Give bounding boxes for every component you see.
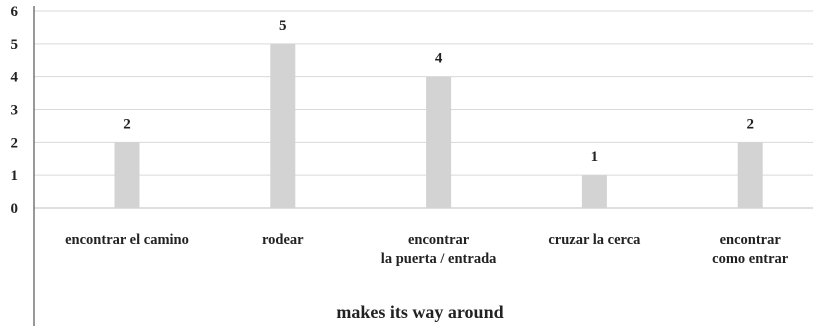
y-axis-ticks: 0 1 2 3 4 5 6	[11, 4, 19, 217]
bar	[737, 142, 763, 208]
category-label: encontrar la puerta / entrada	[381, 232, 497, 267]
y-tick-label: 2	[11, 135, 19, 151]
y-tick-label: 3	[11, 103, 19, 119]
bar	[581, 175, 607, 208]
y-tick-label: 5	[11, 37, 19, 53]
category-label: encontrar como entrar	[712, 232, 789, 267]
bar	[426, 76, 452, 209]
category-label-line: encontrar el camino	[65, 232, 189, 248]
y-tick-label: 6	[11, 4, 19, 20]
data-label: 2	[123, 116, 131, 132]
category-labels: encontrar el camino rodear encontrar la pue…	[65, 232, 789, 267]
category-label-line: encontrar	[408, 232, 470, 248]
data-label: 2	[746, 116, 754, 132]
bars	[114, 43, 763, 209]
bar	[270, 43, 296, 209]
data-label: 1	[591, 149, 599, 165]
bar	[114, 142, 140, 208]
y-tick-label: 0	[11, 201, 19, 217]
x-axis-title: makes its way around	[336, 302, 503, 322]
gridlines	[34, 10, 813, 209]
y-tick-label: 4	[11, 70, 19, 86]
category-label-line: la puerta / entrada	[381, 251, 497, 267]
category-label-line: encontrar	[720, 232, 782, 248]
category-label-line: como entrar	[712, 251, 789, 267]
category-label-line: rodear	[262, 232, 304, 248]
category-label: cruzar la cerca	[548, 232, 641, 248]
y-tick-label: 1	[11, 168, 19, 184]
category-label: rodear	[262, 232, 304, 248]
data-labels: 2 5 4 1 2	[123, 18, 754, 165]
category-label-line: cruzar la cerca	[548, 232, 641, 248]
data-label: 4	[435, 51, 443, 67]
category-label: encontrar el camino	[65, 232, 189, 248]
data-label: 5	[279, 18, 287, 34]
